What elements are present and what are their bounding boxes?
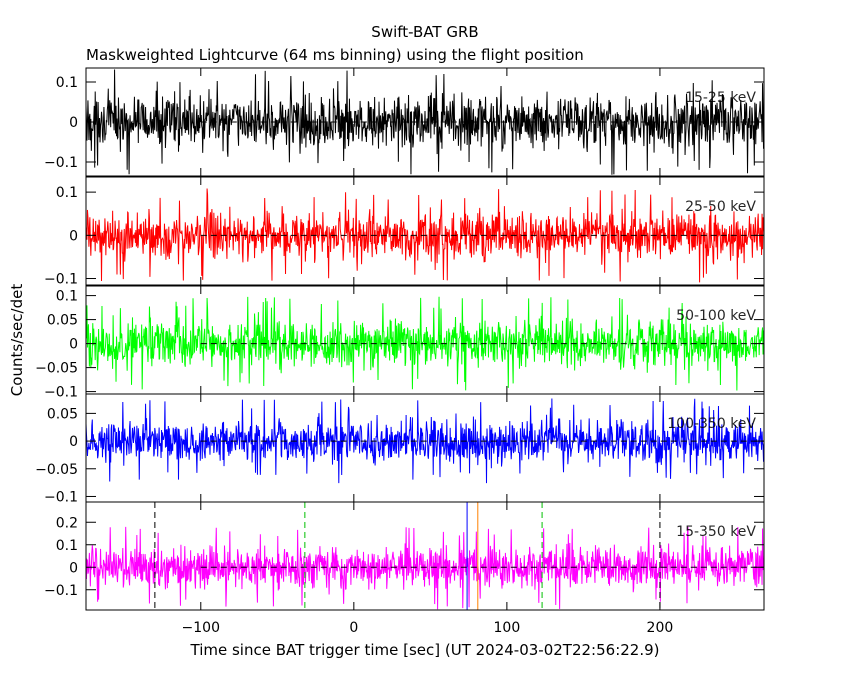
band-label-2: 50-100 keV: [676, 308, 756, 324]
panel-frame-4: [85, 501, 765, 611]
y-tick-label-3-1: 0: [69, 434, 78, 450]
x-axis-label: Time since BAT trigger time [sec] (UT 20…: [190, 641, 660, 659]
y-tick-label-1-2: −0.1: [44, 272, 78, 288]
y-tick-label-2-1: 0.05: [47, 313, 78, 329]
panel-2: 50-100 keV 0.1 0.05 0 −0.05 −0.1: [35, 285, 765, 401]
y-tick-label-2-3: −0.05: [35, 361, 78, 377]
y-tick-label-3-2: −0.05: [35, 462, 78, 478]
y-tick-label-2-4: −0.1: [44, 385, 78, 401]
y-tick-label-4-2: 0: [69, 560, 78, 576]
y-tick-label-4-3: −0.1: [44, 583, 78, 599]
panel-1: 25-50 keV 0.1 0 −0.1: [44, 176, 765, 288]
x-tick-label-0: −100: [182, 620, 220, 636]
y-tick-label-4-0: 0.2: [56, 515, 78, 531]
panel-4: 15-350 keV 0.2 0.1 0 −0.1: [44, 501, 765, 611]
band-label-3: 100-350 keV: [667, 416, 756, 432]
series-line-4: [86, 526, 764, 610]
y-tick-label-2-2: 0: [69, 337, 78, 353]
y-tick-label-1-1: 0: [69, 228, 78, 244]
y-tick-label-1-0: 0.1: [56, 185, 78, 201]
y-tick-label-3-3: −0.1: [44, 489, 78, 505]
band-label-1: 25-50 keV: [685, 199, 756, 215]
y-tick-label-0-0: 0.1: [56, 75, 78, 91]
x-tick-labels: −100 0 100 200: [182, 620, 674, 636]
panel-frame-1: [85, 176, 765, 286]
x-tick-label-2: 100: [494, 620, 521, 636]
chart-subtitle: Maskweighted Lightcurve (64 ms binning) …: [86, 46, 584, 64]
series-line-1: [86, 188, 764, 283]
series-line-2: [86, 296, 764, 391]
y-tick-label-0-1: 0: [69, 115, 78, 131]
y-tick-label-0-2: −0.1: [44, 155, 78, 171]
x-tick-label-1: 0: [349, 620, 358, 636]
series-line-0: [86, 69, 764, 175]
chart-title: Swift-BAT GRB: [371, 23, 478, 41]
y-axis-label: Counts/sec/det: [8, 284, 26, 397]
y-tick-label-4-1: 0.1: [56, 538, 78, 554]
panel-3: 100-350 keV 0.05 0 −0.05 −0.1: [35, 393, 765, 505]
band-label-0: 15-25 keV: [685, 90, 756, 106]
band-label-4: 15-350 keV: [676, 524, 756, 540]
y-tick-label-2-0: 0.1: [56, 289, 78, 305]
series-line-3: [86, 398, 764, 484]
y-tick-label-3-0: 0.05: [47, 406, 78, 422]
x-tick-label-3: 200: [647, 620, 674, 636]
panel-0: 15-25 keV 0.1 0 −0.1: [44, 67, 765, 177]
